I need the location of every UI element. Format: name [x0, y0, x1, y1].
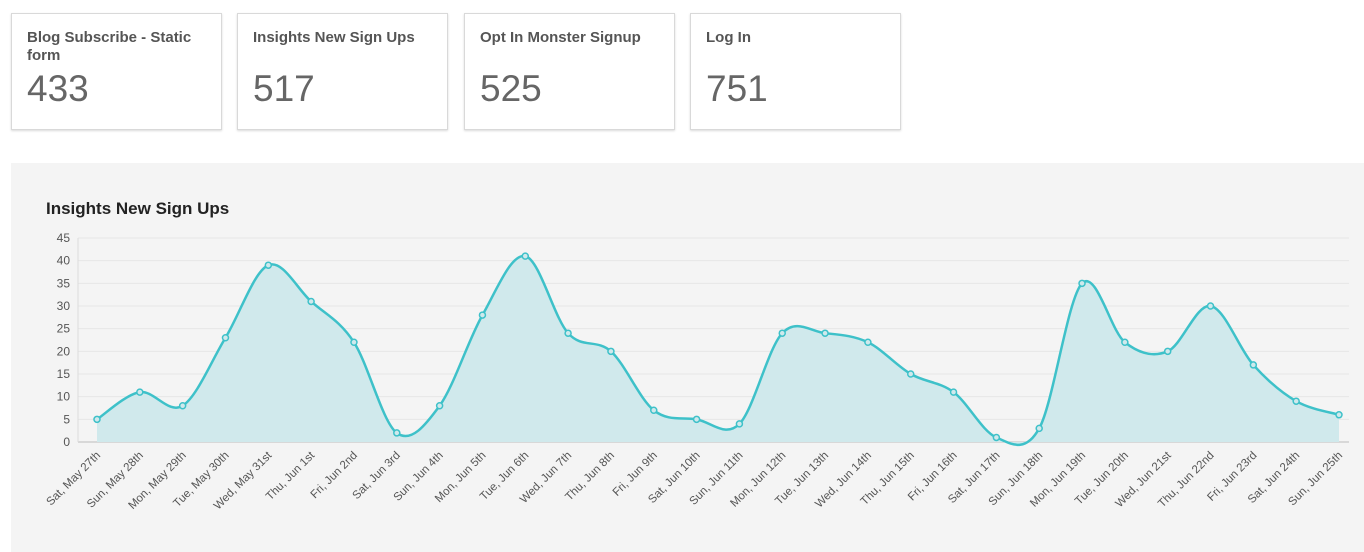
data-point [221, 333, 230, 342]
data-point [264, 261, 273, 269]
y-tick-label: 25 [57, 322, 71, 336]
data-point [1206, 302, 1215, 310]
stat-card-title: Log In [706, 29, 751, 46]
stat-card-title: Opt In Monster Signup [480, 29, 641, 46]
data-point [1035, 424, 1043, 433]
data-point [1078, 279, 1086, 288]
data-point [692, 415, 701, 424]
stat-card-opt-in-monster[interactable]: Opt In Monster Signup 525 [464, 13, 675, 130]
y-tick-label: 40 [57, 254, 71, 268]
data-point [521, 252, 530, 260]
data-point [1335, 411, 1343, 419]
data-point [992, 433, 1001, 442]
data-point [607, 347, 615, 356]
data-point [1249, 361, 1258, 369]
y-tick-label: 5 [63, 412, 70, 426]
stat-card-title: Blog Subscribe - Static form [27, 29, 192, 64]
data-point [1121, 338, 1129, 347]
y-tick-label: 15 [57, 367, 71, 381]
data-point [136, 388, 144, 396]
data-point [435, 401, 444, 410]
y-tick-label: 0 [63, 435, 70, 449]
stat-card-value: 433 [27, 68, 89, 109]
data-point [778, 329, 786, 337]
y-tick-label: 10 [57, 390, 71, 404]
data-point [735, 420, 744, 428]
data-point [307, 297, 315, 306]
stat-card-value: 517 [253, 68, 315, 109]
stat-card-insights-sign-ups[interactable]: Insights New Sign Ups 517 [237, 13, 448, 130]
data-point [178, 401, 187, 410]
data-point [864, 338, 872, 347]
data-point [949, 388, 958, 396]
data-point [393, 429, 401, 437]
data-point [564, 329, 572, 337]
series-area-fill [97, 255, 1339, 445]
stat-card-title: Insights New Sign Ups [253, 29, 415, 46]
data-point [93, 415, 101, 424]
data-point [350, 338, 358, 347]
y-tick-label: 30 [57, 299, 71, 313]
data-point [650, 406, 658, 415]
stat-card-value: 751 [706, 68, 768, 109]
stat-card-log-in[interactable]: Log In 751 [690, 13, 901, 130]
data-point [478, 311, 487, 319]
stat-card-blog-subscribe[interactable]: Blog Subscribe - Static form 433 [11, 13, 222, 130]
chart-panel: Insights New Sign Ups 0 5 10 15 20 25 30 35 40 45… [11, 163, 1364, 552]
y-tick-label: 45 [57, 231, 71, 245]
y-tick-label: 35 [57, 276, 71, 290]
data-point [906, 370, 915, 378]
chart-title: Insights New Sign Ups [46, 199, 230, 218]
stat-card-value: 525 [480, 68, 542, 109]
y-tick-label: 20 [57, 344, 71, 358]
data-point [821, 329, 829, 337]
data-point [1292, 397, 1300, 405]
data-point [1163, 347, 1172, 356]
